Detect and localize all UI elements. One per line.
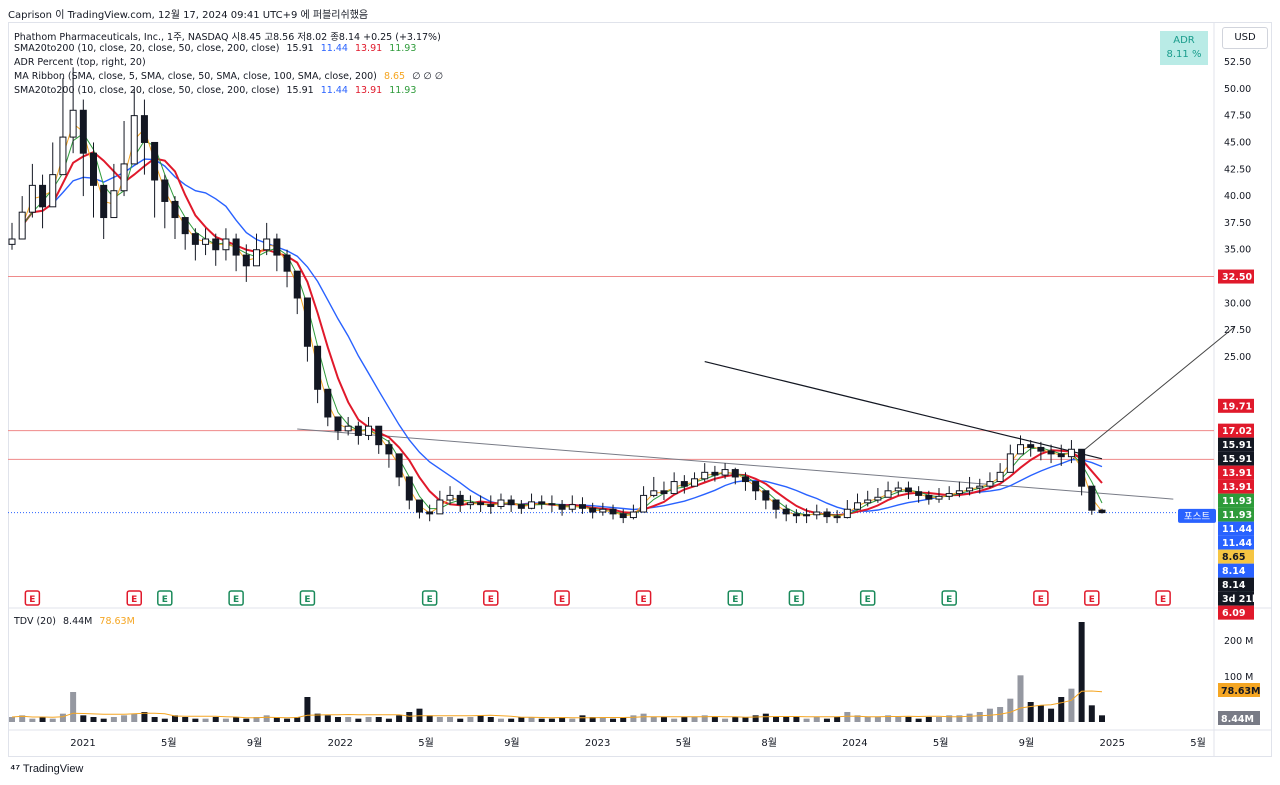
legend-sma2-200: 15.91 (286, 85, 314, 96)
legend-ribbon-dots: ∅ ∅ ∅ (412, 71, 443, 82)
tradingview-logo-icon: ⁴⁷ (10, 763, 20, 775)
legend-ribbon-value: 8.65 (383, 71, 406, 82)
legend-sma-200: 15.91 (286, 43, 314, 54)
legend-tdv-ma: 78.63M (99, 616, 135, 627)
legend-sma-label: SMA20to200 (10, close, 20, close, 50, cl… (14, 43, 280, 54)
legend-tdv-label: TDV (20) (14, 616, 56, 627)
legend-tdv: TDV (20) 8.44M 78.63M (14, 616, 139, 627)
legend-sma2-20: 13.91 (354, 85, 383, 96)
legend-ribbon-label: MA Ribbon (SMA, close, 5, SMA, close, 50… (14, 71, 377, 82)
tradingview-logo[interactable]: ⁴⁷ TradingView (10, 763, 83, 775)
legend-tdv-value: 8.44M (63, 616, 93, 627)
legend-sma2: SMA20to200 (10, close, 20, close, 50, cl… (14, 85, 420, 96)
publish-header: Caprison 이 TradingView.com, 12월 17, 2024… (8, 10, 369, 21)
legend-adr: ADR Percent (top, right, 20) (14, 57, 146, 68)
chart-frame (8, 22, 1272, 757)
legend-sma: SMA20to200 (10, close, 20, close, 50, cl… (14, 43, 420, 54)
adr-value: 8.11 % (1166, 49, 1202, 60)
legend-symbol: Phathom Pharmaceuticals, Inc., 1주, NASDA… (14, 32, 441, 43)
legend-sma2-50: 11.44 (320, 85, 348, 96)
legend-sma-10: 11.93 (389, 43, 417, 54)
tradingview-logo-text: TradingView (22, 763, 84, 775)
legend-sma-50: 11.44 (320, 43, 348, 54)
legend-sma2-label: SMA20to200 (10, close, 20, close, 50, cl… (14, 85, 280, 96)
currency-button[interactable]: USD (1222, 27, 1268, 49)
adr-box: ADR 8.11 % (1160, 31, 1208, 65)
legend-sma-20: 13.91 (354, 43, 383, 54)
legend-sma2-10: 11.93 (389, 85, 417, 96)
adr-title: ADR (1173, 35, 1195, 46)
legend-ribbon: MA Ribbon (SMA, close, 5, SMA, close, 50… (14, 71, 447, 82)
